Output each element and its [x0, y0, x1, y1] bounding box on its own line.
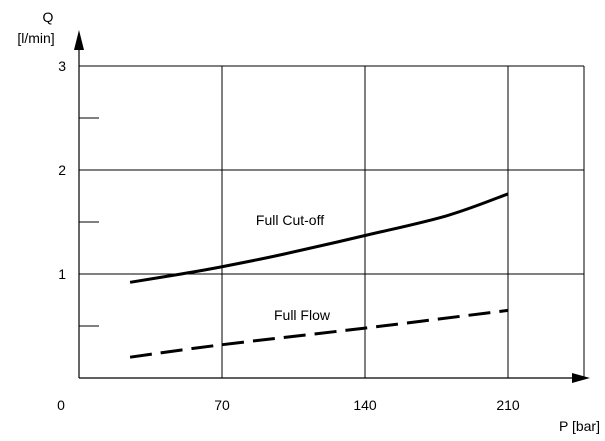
axes	[74, 30, 590, 383]
x-tick-label: 0	[57, 397, 65, 413]
series-labels: Full Cut-off Full Flow	[256, 212, 331, 323]
grid-lines	[79, 65, 585, 378]
y-axis-label-symbol: Q	[43, 9, 54, 25]
y-tick-label: 2	[58, 162, 66, 178]
x-axis-label: P [bar]	[559, 418, 600, 434]
x-tick-label: 70	[214, 397, 230, 413]
series-label-full-cut-off: Full Cut-off	[256, 212, 324, 228]
tick-marks	[79, 65, 99, 327]
y-tick-label: 1	[58, 266, 66, 282]
x-tick-label: 140	[353, 397, 377, 413]
series-line-full-flow	[129, 308, 509, 359]
y-axis-label-unit: [l/min]	[17, 30, 54, 46]
series-line-full-cut-off	[129, 192, 509, 284]
series-label-full-flow: Full Flow	[274, 307, 331, 323]
x-tick-label: 210	[496, 397, 520, 413]
x-axis-arrow	[572, 373, 590, 383]
series-lines	[129, 192, 509, 359]
tick-labels: 1 2 3 0 70 140 210	[57, 58, 520, 413]
y-tick-label: 3	[58, 58, 66, 74]
y-axis-arrow	[74, 30, 84, 50]
